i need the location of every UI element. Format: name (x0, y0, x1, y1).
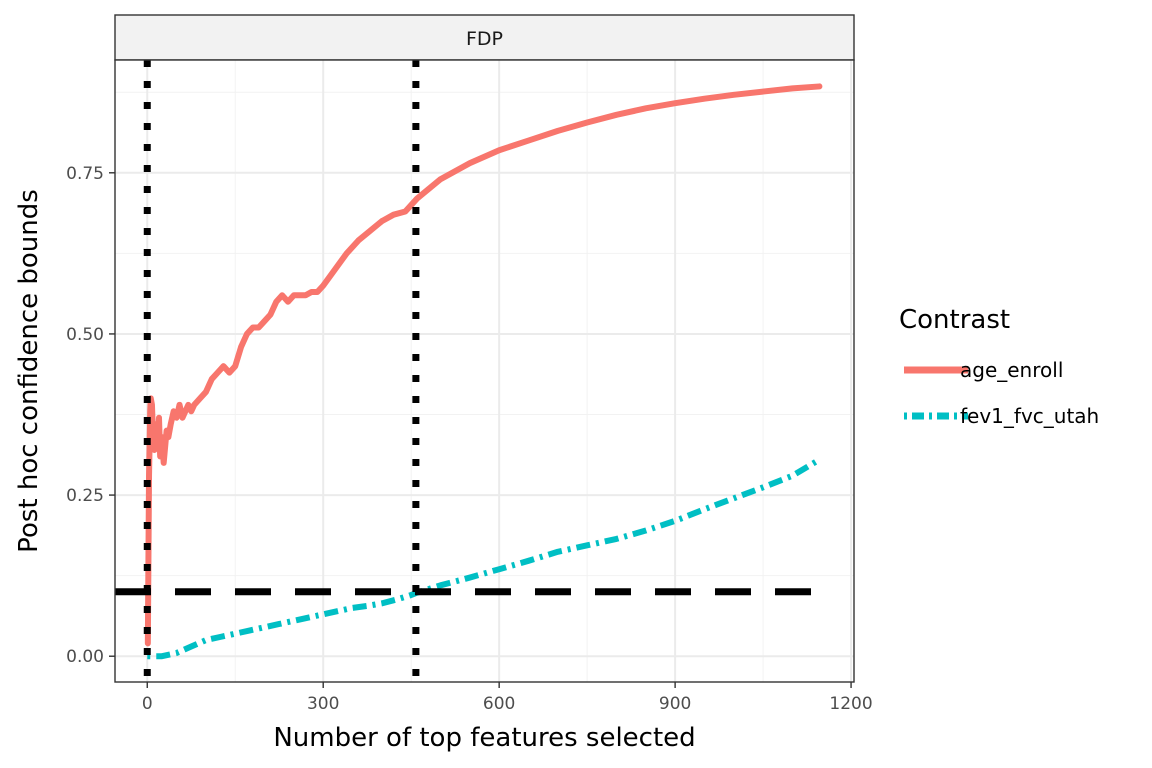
x-tick-label: 0 (142, 694, 153, 714)
plot-panel-border (114, 59, 855, 683)
series-line-fev1-fvc-utah (147, 457, 821, 660)
major-gridlines (115, 60, 854, 682)
x-axis-title: Number of top features selected (273, 723, 695, 753)
legend-title: Contrast (899, 305, 1010, 335)
y-axis-title: Post hoc confidence bounds (14, 189, 44, 553)
y-tick-label: 0.00 (66, 647, 104, 667)
x-axis: 0 300 600 900 1200 (142, 682, 873, 714)
series-line-age-enroll (144, 83, 823, 647)
y-tick-label: 0.50 (66, 325, 104, 345)
plot-panel (115, 60, 854, 682)
x-tick-label: 600 (483, 694, 515, 714)
x-tick-label: 300 (307, 694, 339, 714)
legend: Contrast age_enroll fev1_fvc_utah (899, 305, 1099, 428)
y-axis: 0.00 0.25 0.50 0.75 (66, 164, 115, 667)
x-tick-label: 1200 (829, 694, 872, 714)
y-tick-label: 0.25 (66, 486, 104, 506)
legend-label-age-enroll: age_enroll (960, 358, 1063, 382)
legend-label-fev1-fvc-utah: fev1_fvc_utah (960, 404, 1099, 428)
minor-gridlines (115, 60, 854, 682)
facet-strip (114, 14, 855, 61)
x-tick-label: 900 (659, 694, 691, 714)
facet-strip-label: FDP (466, 28, 503, 50)
y-tick-label: 0.75 (66, 164, 104, 184)
series-layer (144, 83, 823, 660)
